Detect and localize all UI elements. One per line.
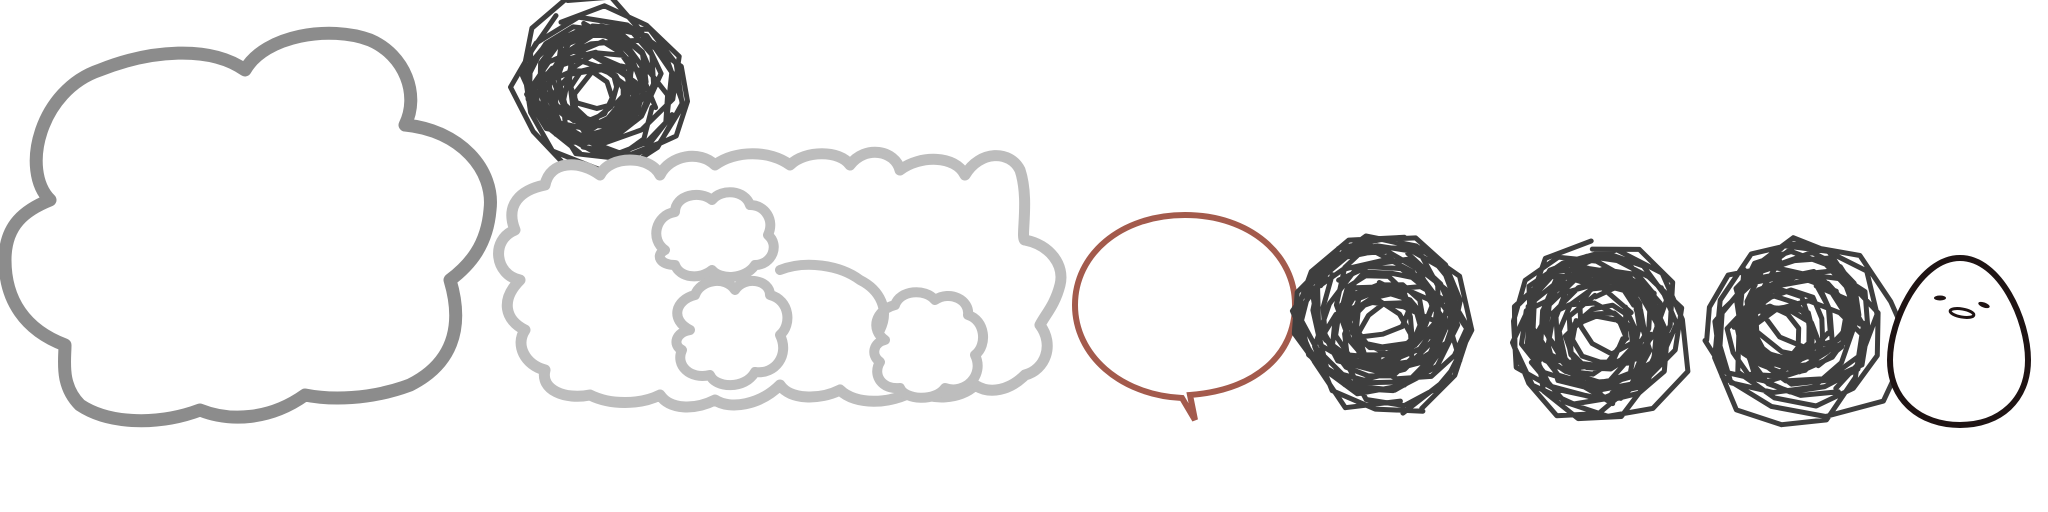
scribble-ball-1-icon xyxy=(1289,233,1475,416)
scribble-loops xyxy=(1510,238,1691,422)
scribble-loops xyxy=(1702,235,1916,428)
scribble-ball-3-icon xyxy=(1702,235,1916,428)
cloud-cluster-icon xyxy=(493,146,1067,413)
scribble-ball-2-icon xyxy=(1510,238,1691,422)
big-cloud-icon xyxy=(0,26,497,428)
scribble-ball-top-icon xyxy=(508,0,690,178)
egg-mouth xyxy=(1948,307,1976,319)
speech-bubble-icon xyxy=(1071,211,1299,422)
egg-face-icon xyxy=(1886,254,2032,429)
egg-right-eye xyxy=(1978,301,1990,309)
scribble-loops xyxy=(1289,233,1475,416)
egg-left-eye xyxy=(1934,295,1946,301)
scribble-loops xyxy=(508,0,690,178)
